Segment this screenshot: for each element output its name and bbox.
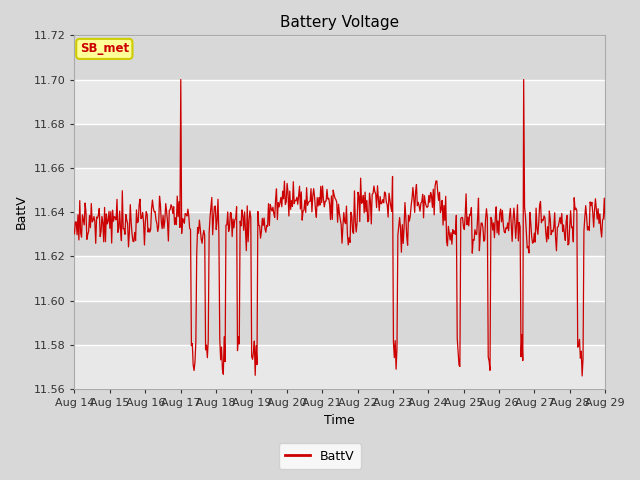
Bar [74, 168, 605, 212]
Bar [74, 124, 605, 168]
X-axis label: Time: Time [324, 414, 355, 427]
Bar [74, 256, 605, 300]
Text: SB_met: SB_met [80, 42, 129, 55]
Legend: BattV: BattV [279, 444, 361, 469]
Bar [74, 345, 605, 389]
Bar [74, 300, 605, 345]
Bar [74, 212, 605, 256]
Bar [74, 36, 605, 80]
Title: Battery Voltage: Battery Voltage [280, 15, 399, 30]
Bar [74, 80, 605, 124]
Y-axis label: BattV: BattV [15, 195, 28, 229]
